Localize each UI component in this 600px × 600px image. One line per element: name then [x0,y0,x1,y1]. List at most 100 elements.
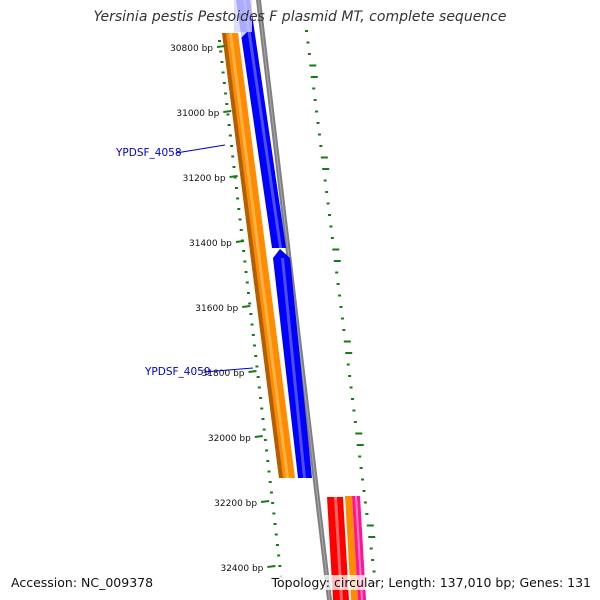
gc-content-mark [275,544,279,546]
gc-skew-mark [356,444,364,446]
gc-content-mark [273,523,277,525]
gc-skew-mark [366,524,374,527]
gc-skew-mark [358,455,362,458]
gc-skew-mark [338,294,342,297]
gc-content-mark [262,428,266,431]
gc-content-mark [237,208,241,210]
gc-content-mark [278,565,282,567]
gc-skew-mark [322,168,330,170]
gc-content-mark [232,166,236,168]
gc-skew-mark [335,271,339,274]
gc-skew-mark [353,421,357,423]
ruler-tick [260,500,270,503]
gc-content-mark [249,313,253,315]
gc-content-mark [272,512,276,515]
gc-skew-mark [332,248,340,251]
gc-skew-mark [333,260,341,262]
topology-summary: Topology: circular; Length: 137,010 bp; … [269,575,593,590]
gene-feature-orange-small[interactable] [345,496,358,600]
ruler-tick-label: 31600 bp [195,304,238,314]
gc-content-mark [254,355,258,357]
gc-skew-mark [355,432,363,435]
gc-skew-mark [309,64,317,67]
gc-content-mark [251,334,255,336]
gc-skew-mark [312,87,316,90]
gene-label-ypdsf-4059[interactable]: YPDSF_4059 [144,366,211,378]
gene-cluster-lower [327,496,366,600]
gc-content-mark [218,40,221,42]
gc-content-mark [227,124,231,126]
gc-skew-mark [362,490,366,492]
ruler-tick [216,45,226,48]
gc-content-mark [245,281,249,284]
ruler-tick-label: 32200 bp [214,499,257,509]
gc-content-mark [238,218,242,221]
accession-label: Accession: NC_009378 [9,575,156,590]
ruler-tick [229,175,238,178]
gc-skew-mark [325,191,329,193]
gene-band-orange [222,33,295,478]
ruler-tick-label: 31000 bp [176,109,219,119]
gc-skew-mark [339,306,343,308]
gene-feature-orange-highlight [229,33,289,478]
gene-label-ypdsf-4058[interactable]: YPDSF_4058 [115,147,182,159]
gene-ypdsf-4059[interactable] [273,249,312,478]
gc-skew-track-outer [305,30,377,584]
gc-skew-mark [345,352,353,354]
gc-skew-mark [306,41,310,44]
gc-skew-mark [319,145,323,147]
gc-skew-mark [369,547,373,550]
gc-content-mark [243,260,247,263]
ruler-tick [267,565,276,568]
gene-arrow-head [239,32,247,38]
gc-skew-mark [310,76,318,78]
gc-content-mark [261,418,265,420]
gc-content-mark [228,134,232,137]
gc-content-mark [239,229,243,231]
gc-content-mark [234,187,238,189]
gc-skew-mark [326,202,330,205]
gene-label-group: YPDSF_4058 YPDSF_4059 [115,144,254,378]
ruler-tick [254,435,263,438]
gc-content-mark [267,470,271,473]
gene-label-leader [203,367,254,373]
gc-content-mark [246,292,250,294]
gc-content-mark [274,533,278,536]
gc-content-mark [221,71,225,74]
gc-content-mark [231,155,235,158]
gc-content-mark [250,323,254,326]
gc-content-mark [265,449,269,452]
gc-content-mark [224,92,228,95]
gc-skew-mark [363,501,367,504]
gc-content-mark [242,250,246,252]
sequence-window-marker [234,0,252,32]
gc-content-mark [230,145,234,147]
gc-content-mark [256,376,260,378]
gc-content-mark [277,554,281,557]
gc-content-mark [248,302,252,305]
gc-skew-mark [349,386,353,389]
gc-content-mark [266,460,270,462]
gc-skew-mark [352,409,356,412]
gene-feature-red-highlight [334,497,343,600]
gc-skew-mark [365,513,369,515]
gc-skew-mark [343,340,351,343]
gene-ypdsf-4058[interactable] [236,0,286,248]
gc-content-mark [233,176,237,179]
gc-skew-mark [346,363,350,366]
gc-skew-mark [317,133,321,136]
gc-skew-mark [305,30,308,32]
ruler-tick [242,305,251,308]
ruler-tick [248,370,257,373]
gc-skew-mark [340,317,344,320]
gc-skew-mark [359,467,363,469]
ruler-tick-label: 32400 bp [220,564,263,574]
ruler-tick-label: 30800 bp [170,44,213,54]
map-title: Yersinia pestis Pestoides F plasmid MT, … [93,9,507,25]
gc-skew-mark [371,559,375,561]
gc-skew-mark [351,398,354,400]
gc-skew-mark [348,375,352,377]
gene-label-leader [175,144,226,154]
gc-skew-mark [330,237,334,239]
gc-skew-mark [361,478,365,481]
